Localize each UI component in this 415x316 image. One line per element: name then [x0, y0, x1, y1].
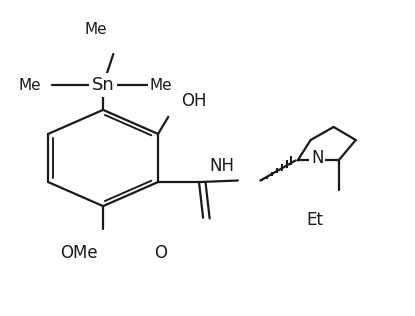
Text: Me: Me [85, 22, 107, 37]
Text: OH: OH [181, 92, 206, 110]
Text: Et: Et [306, 211, 323, 229]
Text: NH: NH [209, 157, 234, 175]
Text: N: N [311, 149, 323, 167]
Text: OMe: OMe [60, 244, 98, 262]
Text: O: O [154, 244, 167, 262]
Text: Me: Me [149, 77, 172, 93]
Text: Me: Me [18, 77, 41, 93]
Text: Sn: Sn [92, 76, 115, 94]
